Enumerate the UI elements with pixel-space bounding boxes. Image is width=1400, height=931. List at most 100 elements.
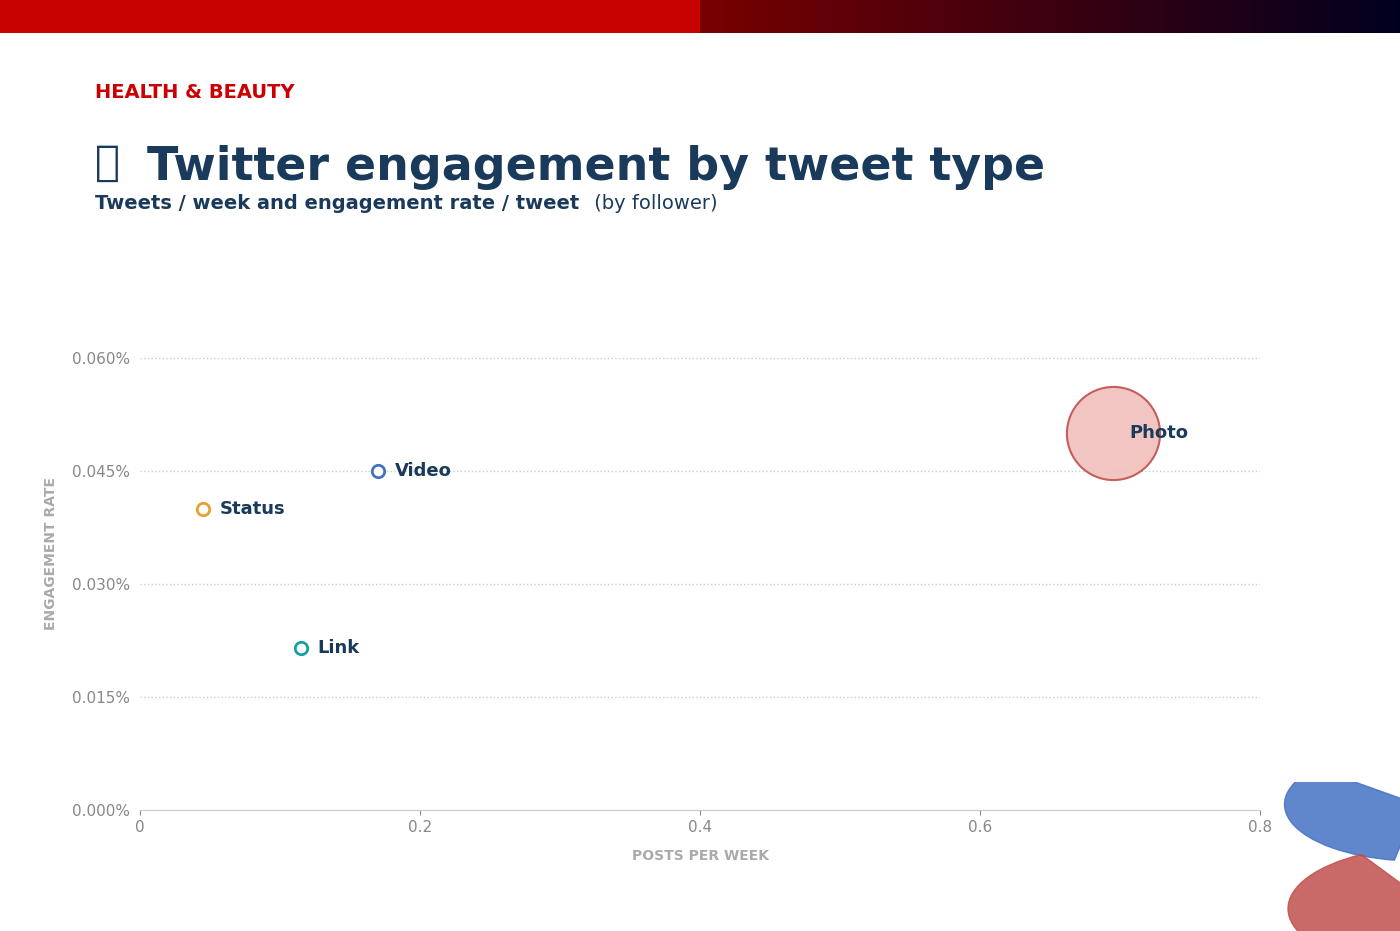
Bar bbox=[966, 0, 969, 33]
Bar bbox=[689, 0, 692, 33]
Bar bbox=[288, 0, 291, 33]
Bar bbox=[543, 0, 546, 33]
Bar bbox=[1033, 0, 1036, 33]
Bar bbox=[1285, 0, 1288, 33]
Text: Link: Link bbox=[318, 639, 360, 657]
Bar bbox=[1137, 0, 1140, 33]
Y-axis label: ENGAGEMENT RATE: ENGAGEMENT RATE bbox=[45, 478, 59, 630]
Bar bbox=[692, 0, 694, 33]
Bar bbox=[787, 0, 790, 33]
Bar bbox=[1081, 0, 1084, 33]
Bar bbox=[834, 0, 837, 33]
Bar bbox=[118, 0, 120, 33]
Bar bbox=[367, 0, 370, 33]
Bar bbox=[860, 0, 862, 33]
Bar bbox=[1271, 0, 1274, 33]
Bar bbox=[6, 0, 8, 33]
Bar bbox=[515, 0, 518, 33]
Bar bbox=[148, 0, 151, 33]
Text: Tweets / week and engagement rate / tweet: Tweets / week and engagement rate / twee… bbox=[95, 195, 580, 213]
Bar bbox=[440, 0, 442, 33]
Bar bbox=[812, 0, 815, 33]
Bar bbox=[1316, 0, 1319, 33]
Bar bbox=[0, 0, 3, 33]
Bar bbox=[1397, 0, 1400, 33]
Bar bbox=[952, 0, 955, 33]
Bar bbox=[846, 0, 848, 33]
Bar bbox=[840, 0, 843, 33]
Bar bbox=[1070, 0, 1072, 33]
Bar bbox=[45, 0, 48, 33]
Bar bbox=[330, 0, 333, 33]
Bar bbox=[658, 0, 661, 33]
Bar bbox=[39, 0, 42, 33]
Bar bbox=[890, 0, 893, 33]
Bar bbox=[372, 0, 375, 33]
Bar bbox=[1327, 0, 1330, 33]
Bar bbox=[753, 0, 756, 33]
Bar bbox=[924, 0, 927, 33]
Bar bbox=[168, 0, 171, 33]
Point bbox=[367, 464, 389, 479]
Bar bbox=[736, 0, 739, 33]
Bar bbox=[694, 0, 697, 33]
Bar bbox=[470, 0, 473, 33]
Bar bbox=[398, 0, 400, 33]
Bar bbox=[409, 0, 412, 33]
Bar bbox=[1103, 0, 1106, 33]
Bar bbox=[510, 0, 512, 33]
Bar bbox=[1072, 0, 1075, 33]
Bar bbox=[1392, 0, 1394, 33]
Bar bbox=[230, 0, 232, 33]
Bar bbox=[706, 0, 708, 33]
Bar bbox=[378, 0, 381, 33]
Bar bbox=[507, 0, 510, 33]
Bar bbox=[428, 0, 431, 33]
Bar bbox=[1302, 0, 1305, 33]
Bar bbox=[832, 0, 834, 33]
Text: HEALTH & BEAUTY: HEALTH & BEAUTY bbox=[95, 83, 295, 101]
Bar bbox=[1145, 0, 1148, 33]
Bar bbox=[53, 0, 56, 33]
Bar bbox=[568, 0, 571, 33]
Bar bbox=[456, 0, 459, 33]
Bar bbox=[213, 0, 216, 33]
Bar bbox=[557, 0, 560, 33]
Bar bbox=[1092, 0, 1095, 33]
Bar bbox=[885, 0, 888, 33]
Bar bbox=[739, 0, 742, 33]
Bar bbox=[1207, 0, 1210, 33]
Bar bbox=[1212, 0, 1215, 33]
Bar bbox=[244, 0, 246, 33]
Bar bbox=[980, 0, 983, 33]
Bar bbox=[580, 0, 582, 33]
Bar bbox=[1095, 0, 1098, 33]
Bar bbox=[717, 0, 720, 33]
Bar bbox=[1008, 0, 1011, 33]
Bar bbox=[3, 0, 6, 33]
Bar bbox=[764, 0, 767, 33]
Bar bbox=[1126, 0, 1128, 33]
Bar bbox=[1372, 0, 1375, 33]
Bar bbox=[1288, 0, 1291, 33]
Bar bbox=[336, 0, 339, 33]
Bar bbox=[874, 0, 876, 33]
Bar bbox=[17, 0, 20, 33]
Bar bbox=[1190, 0, 1193, 33]
Bar bbox=[1086, 0, 1089, 33]
Bar bbox=[1322, 0, 1324, 33]
Bar bbox=[585, 0, 588, 33]
Bar bbox=[843, 0, 846, 33]
Bar bbox=[776, 0, 778, 33]
Bar bbox=[431, 0, 434, 33]
Bar bbox=[190, 0, 193, 33]
Bar bbox=[697, 0, 700, 33]
Bar bbox=[101, 0, 104, 33]
Bar bbox=[1238, 0, 1240, 33]
Bar bbox=[1156, 0, 1159, 33]
Bar bbox=[1151, 0, 1154, 33]
Bar bbox=[1022, 0, 1025, 33]
Bar bbox=[241, 0, 244, 33]
Bar bbox=[921, 0, 924, 33]
Bar bbox=[540, 0, 543, 33]
